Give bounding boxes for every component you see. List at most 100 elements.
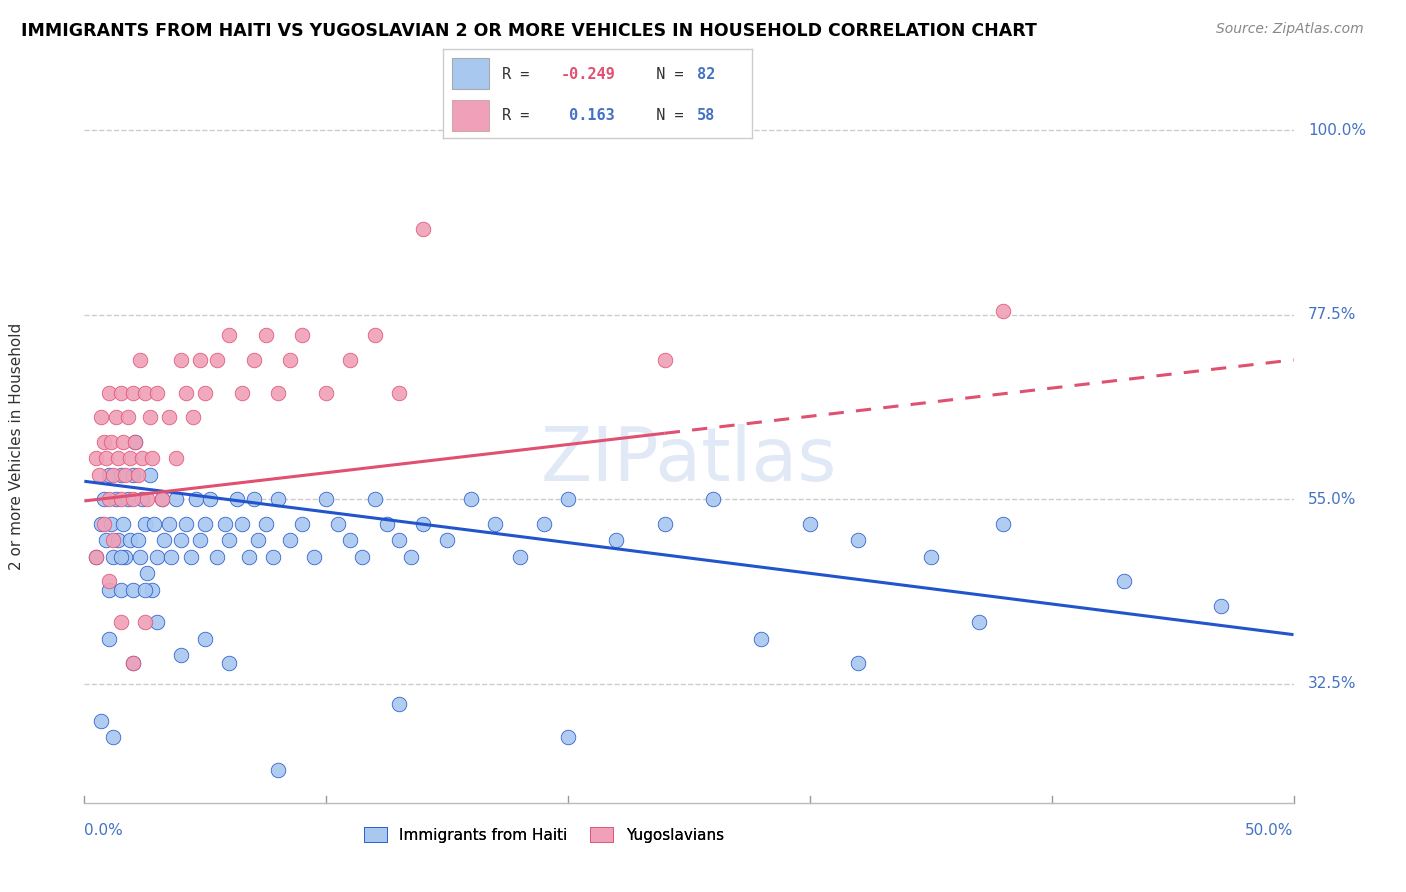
Point	[136, 566, 159, 581]
Point	[194, 385, 217, 400]
Point	[150, 492, 173, 507]
Point	[278, 533, 301, 548]
Text: N =: N =	[638, 108, 693, 122]
Point	[702, 492, 724, 507]
Point	[86, 451, 108, 466]
Point	[150, 492, 173, 507]
Point	[121, 657, 143, 671]
Point	[100, 434, 122, 449]
Point	[993, 516, 1015, 531]
Text: 82: 82	[696, 67, 714, 81]
Point	[112, 434, 135, 449]
Point	[121, 385, 143, 400]
Point	[121, 582, 143, 597]
Point	[654, 516, 676, 531]
Point	[94, 533, 117, 548]
Point	[194, 516, 217, 531]
Point	[110, 549, 132, 564]
Text: 77.5%: 77.5%	[1308, 307, 1357, 322]
Point	[194, 632, 217, 646]
Point	[127, 467, 149, 482]
Point	[146, 549, 169, 564]
Point	[231, 385, 253, 400]
Point	[90, 516, 112, 531]
Point	[124, 434, 146, 449]
Point	[97, 574, 120, 589]
Point	[121, 657, 143, 671]
Point	[557, 730, 579, 744]
Point	[141, 582, 163, 597]
Point	[262, 549, 284, 564]
Point	[146, 385, 169, 400]
Text: 50.0%: 50.0%	[1246, 823, 1294, 838]
Point	[375, 516, 398, 531]
Point	[136, 492, 159, 507]
Point	[1209, 599, 1232, 613]
Point	[112, 516, 135, 531]
Point	[267, 492, 290, 507]
Point	[110, 385, 132, 400]
Text: IMMIGRANTS FROM HAITI VS YUGOSLAVIAN 2 OR MORE VEHICLES IN HOUSEHOLD CORRELATION: IMMIGRANTS FROM HAITI VS YUGOSLAVIAN 2 O…	[21, 22, 1038, 40]
Point	[120, 451, 142, 466]
Point	[160, 549, 183, 564]
Point	[174, 516, 197, 531]
Point	[920, 549, 942, 564]
Point	[107, 533, 129, 548]
Point	[120, 533, 142, 548]
Point	[103, 549, 125, 564]
Legend: Immigrants from Haiti, Yugoslavians: Immigrants from Haiti, Yugoslavians	[359, 821, 730, 848]
Point	[93, 516, 115, 531]
Point	[846, 657, 869, 671]
Point	[94, 451, 117, 466]
Text: R =: R =	[502, 108, 538, 122]
Point	[165, 451, 187, 466]
Point	[93, 434, 115, 449]
Point	[100, 516, 122, 531]
Text: 32.5%: 32.5%	[1308, 676, 1357, 691]
Point	[352, 549, 374, 564]
Point	[138, 467, 160, 482]
Point	[129, 352, 152, 367]
Point	[509, 549, 531, 564]
Point	[436, 533, 458, 548]
Point	[86, 549, 108, 564]
Point	[107, 451, 129, 466]
Point	[225, 492, 247, 507]
Point	[104, 410, 127, 425]
Point	[399, 549, 422, 564]
Point	[129, 549, 152, 564]
Point	[121, 467, 143, 482]
Point	[117, 410, 139, 425]
Point	[153, 533, 176, 548]
Point	[157, 410, 180, 425]
Point	[254, 328, 277, 343]
Text: ZIPatlas: ZIPatlas	[541, 424, 837, 497]
Point	[328, 516, 350, 531]
Point	[605, 533, 627, 548]
Point	[1114, 574, 1136, 589]
Point	[238, 549, 260, 564]
Point	[388, 698, 411, 712]
Point	[967, 615, 990, 630]
Point	[190, 533, 212, 548]
Point	[117, 492, 139, 507]
Point	[214, 516, 236, 531]
Point	[87, 467, 110, 482]
Point	[97, 582, 120, 597]
Point	[141, 451, 163, 466]
Point	[218, 657, 240, 671]
Point	[97, 632, 120, 646]
Bar	[453, 58, 489, 89]
Point	[388, 533, 411, 548]
Text: N =: N =	[638, 67, 693, 81]
Point	[291, 516, 314, 531]
Text: R =: R =	[502, 67, 538, 81]
Text: 0.0%: 0.0%	[84, 823, 124, 838]
Point	[993, 303, 1015, 318]
Point	[131, 492, 153, 507]
Point	[124, 434, 146, 449]
Point	[315, 492, 337, 507]
Point	[110, 615, 132, 630]
Point	[146, 615, 169, 630]
Point	[218, 328, 240, 343]
